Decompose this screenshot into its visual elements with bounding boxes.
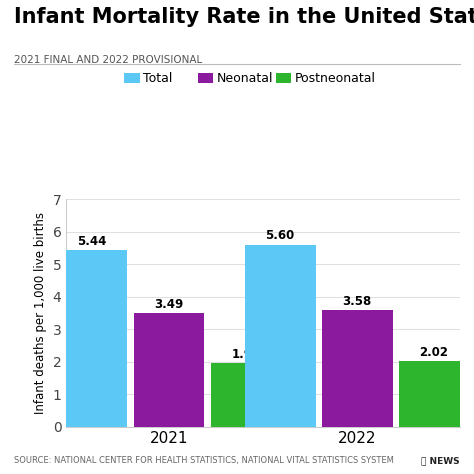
Text: Ⓐ NEWS: Ⓐ NEWS (421, 456, 460, 465)
Text: 2.02: 2.02 (419, 346, 448, 359)
Text: Total: Total (143, 72, 173, 85)
Text: Infant Mortality Rate in the United States: Infant Mortality Rate in the United Stat… (14, 7, 474, 27)
Text: 1.95: 1.95 (231, 348, 261, 361)
Bar (245, 245, 316, 427)
Text: 3.58: 3.58 (343, 295, 372, 308)
Text: Neonatal: Neonatal (217, 72, 273, 85)
Text: 2021 FINAL AND 2022 PROVISIONAL: 2021 FINAL AND 2022 PROVISIONAL (14, 55, 202, 64)
Bar (56, 250, 128, 427)
Text: 3.49: 3.49 (155, 298, 183, 311)
Bar (399, 361, 470, 427)
Text: 5.44: 5.44 (77, 235, 107, 247)
Text: Postneonatal: Postneonatal (295, 72, 376, 85)
Bar (134, 313, 204, 427)
Bar (322, 310, 392, 427)
Text: SOURCE: NATIONAL CENTER FOR HEALTH STATISTICS, NATIONAL VITAL STATISTICS SYSTEM: SOURCE: NATIONAL CENTER FOR HEALTH STATI… (14, 456, 394, 465)
Y-axis label: Infant deaths per 1,000 live births: Infant deaths per 1,000 live births (34, 212, 47, 414)
Text: 5.60: 5.60 (265, 229, 295, 242)
Bar (210, 363, 282, 427)
